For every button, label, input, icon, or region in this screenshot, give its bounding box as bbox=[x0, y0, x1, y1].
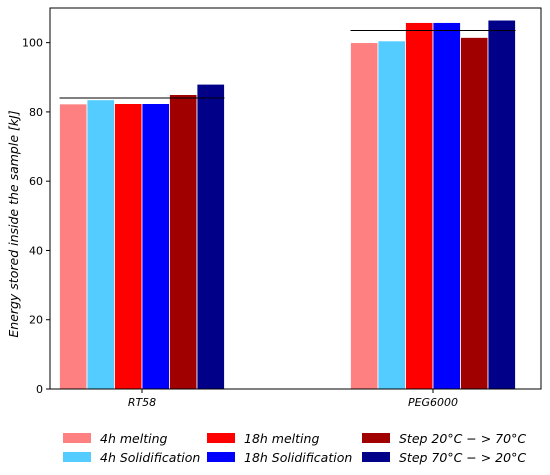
bar-peg6000-5 bbox=[487, 19, 516, 390]
bar-rt58-4 bbox=[169, 94, 198, 390]
bar-rt58-5 bbox=[196, 83, 225, 390]
bar-peg6000-3 bbox=[432, 22, 461, 390]
x-tick-label-peg6000: PEG6000 bbox=[408, 396, 458, 409]
y-tick-label-100: 100 bbox=[22, 37, 43, 50]
legend-label-5: Step 70°C − > 20°C bbox=[399, 450, 526, 465]
y-tick-label-20: 20 bbox=[29, 314, 43, 327]
bar-peg6000-1 bbox=[377, 40, 406, 390]
plot-frame bbox=[49, 7, 542, 390]
reference-lines bbox=[59, 30, 516, 99]
legend: 4h melting 4h Solidification 18h melting 18… bbox=[63, 431, 526, 465]
bar-peg6000-0 bbox=[350, 42, 379, 390]
legend-swatch-1 bbox=[63, 452, 91, 462]
legend-label-1: 4h Solidification bbox=[100, 450, 200, 465]
legend-label-0: 4h melting bbox=[100, 431, 167, 446]
y-tick-label-0: 0 bbox=[36, 383, 43, 396]
legend-label-2: 18h melting bbox=[244, 431, 319, 446]
bar-peg6000-2 bbox=[405, 22, 434, 390]
legend-swatch-2 bbox=[207, 433, 235, 443]
bar-rt58-0 bbox=[59, 103, 88, 390]
y-axis-label: Energy stored inside the sample [kJ] bbox=[6, 110, 21, 337]
y-tick-label-80: 80 bbox=[29, 106, 43, 119]
y-tick-label-60: 60 bbox=[29, 175, 43, 188]
legend-label-4: Step 20°C − > 70°C bbox=[399, 431, 526, 446]
y-tick-label-40: 40 bbox=[29, 244, 43, 257]
bar-rt58-1 bbox=[86, 99, 115, 390]
bar-rt58-2 bbox=[114, 103, 143, 390]
legend-swatch-0 bbox=[63, 433, 91, 443]
axes: RT58 PEG6000 0 20 40 60 80 100 bbox=[22, 7, 542, 409]
legend-swatch-5 bbox=[362, 452, 390, 462]
x-tick-label-rt58: RT58 bbox=[128, 396, 156, 409]
bar-rt58-3 bbox=[141, 103, 170, 390]
bar-peg6000-4 bbox=[460, 37, 489, 390]
bars-layer bbox=[59, 19, 516, 390]
legend-label-3: 18h Solidification bbox=[244, 450, 352, 465]
legend-swatch-4 bbox=[362, 433, 390, 443]
legend-swatch-3 bbox=[207, 452, 235, 462]
